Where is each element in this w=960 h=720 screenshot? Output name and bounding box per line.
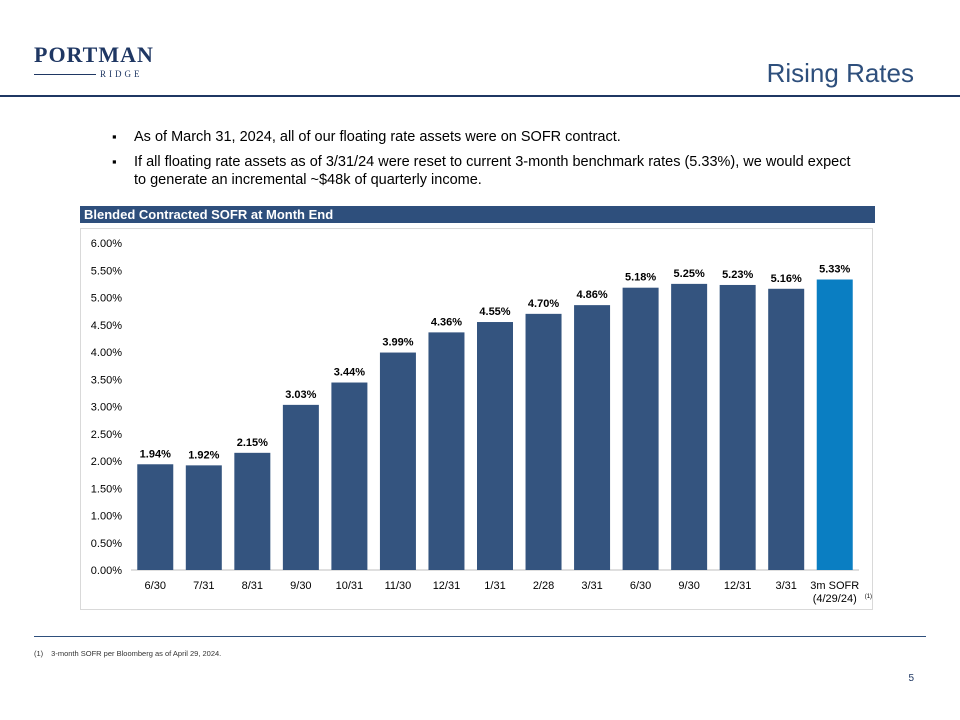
data-label: 3.44% [334,367,365,379]
logo-subline: RIDGE [34,68,150,80]
y-tick-label: 3.50% [91,374,122,386]
data-label: 5.18% [625,272,656,284]
bar [331,382,368,570]
section-header-bar: Blended Contracted SOFR at Month End [80,206,875,223]
bar [137,464,174,570]
data-label: 5.23% [722,269,753,281]
data-label: 4.70% [528,298,559,310]
x-tick-label: 8/31 [242,580,263,592]
page-title: Rising Rates [766,58,914,88]
bar [185,465,222,570]
y-tick-label: 0.00% [91,565,122,577]
y-tick-label: 5.50% [91,265,122,277]
logo-wordmark: PORTMAN [34,42,154,67]
x-tick-label: 7/31 [193,580,214,592]
y-tick-label: 5.00% [91,293,122,305]
data-label: 2.15% [237,437,268,449]
footer-divider [34,636,926,637]
data-label: 1.92% [188,449,219,461]
bar [574,305,611,570]
x-tick-label: 9/30 [678,580,699,592]
footnote-mark: (1) [34,649,44,658]
data-label: 4.86% [576,289,607,301]
x-tick-label: 3/31 [775,580,796,592]
x-tick-label: 1/31 [484,580,505,592]
bar-chart: 0.00% 0.50% 1.00% 1.50% 2.00% 2.50% 3.00% 3.50%… [91,238,872,605]
bar [719,284,756,570]
x-tick-label: 11/30 [385,580,412,592]
chart-container: 0.00% 0.50% 1.00% 1.50% 2.00% 2.50% 3.00% 3.50%… [80,228,873,610]
x-tick-label: 10/31 [336,580,364,592]
portman-ridge-logo: PORTMAN RIDGE [34,42,154,80]
bar [525,313,562,570]
data-label: 5.25% [674,268,705,280]
bar [671,283,708,570]
data-label: 1.94% [140,448,171,460]
y-tick-label: 0.50% [91,538,122,550]
bar [379,352,416,570]
bar [477,322,513,570]
bar [768,288,805,570]
data-label: 3.03% [285,389,316,401]
data-label: 4.55% [479,306,510,318]
data-label: 5.33% [819,264,850,276]
x-tick-label: 6/30 [630,580,651,592]
bar [234,452,271,570]
header-divider [0,95,960,97]
page-number: 5 [908,673,914,684]
footnote: (1) 3-month SOFR per Bloomberg as of Apri… [34,649,221,658]
x-tick-label: 3/31 [581,580,602,592]
bar [282,404,319,570]
logo-rule [34,74,96,75]
x-tick-footnote-mark: (1) [865,594,872,600]
x-tick-label: 3m SOFR (4/29/24) [810,580,859,605]
bar [428,332,465,570]
y-tick-label: 4.50% [91,320,122,332]
y-tick-label: 6.00% [91,238,122,250]
x-tick-label: 6/30 [145,580,166,592]
logo-subtext: RIDGE [100,69,143,79]
x-tick-label: 9/30 [290,580,311,592]
y-tick-label: 1.50% [91,483,122,495]
bullet-item: If all floating rate assets as of 3/31/2… [112,153,852,189]
data-label: 4.36% [431,316,462,328]
y-tick-label: 2.50% [91,429,122,441]
data-label: 5.16% [771,273,802,285]
bullet-item: As of March 31, 2024, all of our floatin… [112,128,852,146]
bar [816,279,853,570]
x-tick-label: 2/28 [533,580,554,592]
y-tick-label: 2.00% [91,456,122,468]
data-label: 3.99% [382,337,413,349]
y-tick-label: 3.00% [91,402,122,414]
bar [622,287,659,570]
bullet-list: As of March 31, 2024, all of our floatin… [112,128,852,196]
y-tick-label: 4.00% [91,347,122,359]
y-tick-label: 1.00% [91,511,122,523]
x-tick-label: 12/31 [433,580,461,592]
footnote-text: 3-month SOFR per Bloomberg as of April 2… [51,649,222,658]
section-header-label: Blended Contracted SOFR at Month End [84,207,334,222]
x-tick-label: 12/31 [724,580,752,592]
